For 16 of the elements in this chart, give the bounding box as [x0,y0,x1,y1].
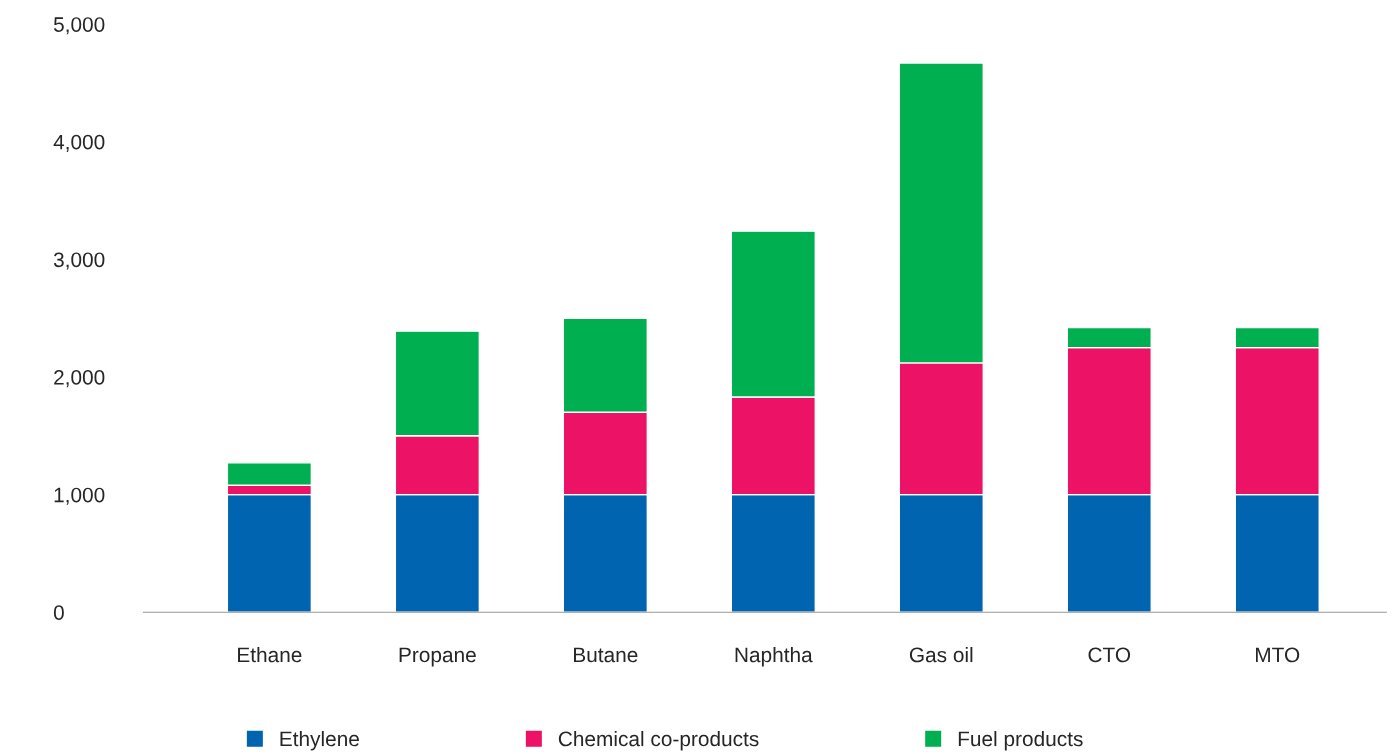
y-tick-label: 5,000 [53,17,105,35]
x-tick-label: Butane [574,647,638,663]
y-tick-label: 4,000 [53,134,105,152]
y-tick-label: 1,000 [54,487,105,505]
x-tick-label: MTO [1255,647,1300,663]
y-tick-label: 3,000 [53,252,105,270]
x-tick-label: Propane [399,647,476,667]
legend-label: Ethylene [280,730,359,751]
legend-label: Fuel products [958,730,1083,751]
x-tick-label: Naphtha [735,646,813,667]
y-tick-label: 2,000 [54,370,105,388]
x-tick-label: Gas oil [909,646,973,663]
legend-label: Chemical co-products [558,730,759,751]
y-tick-label: 0 [53,605,64,620]
x-tick-label: CTO [1088,647,1131,663]
x-tick-label: Ethane [238,646,302,663]
